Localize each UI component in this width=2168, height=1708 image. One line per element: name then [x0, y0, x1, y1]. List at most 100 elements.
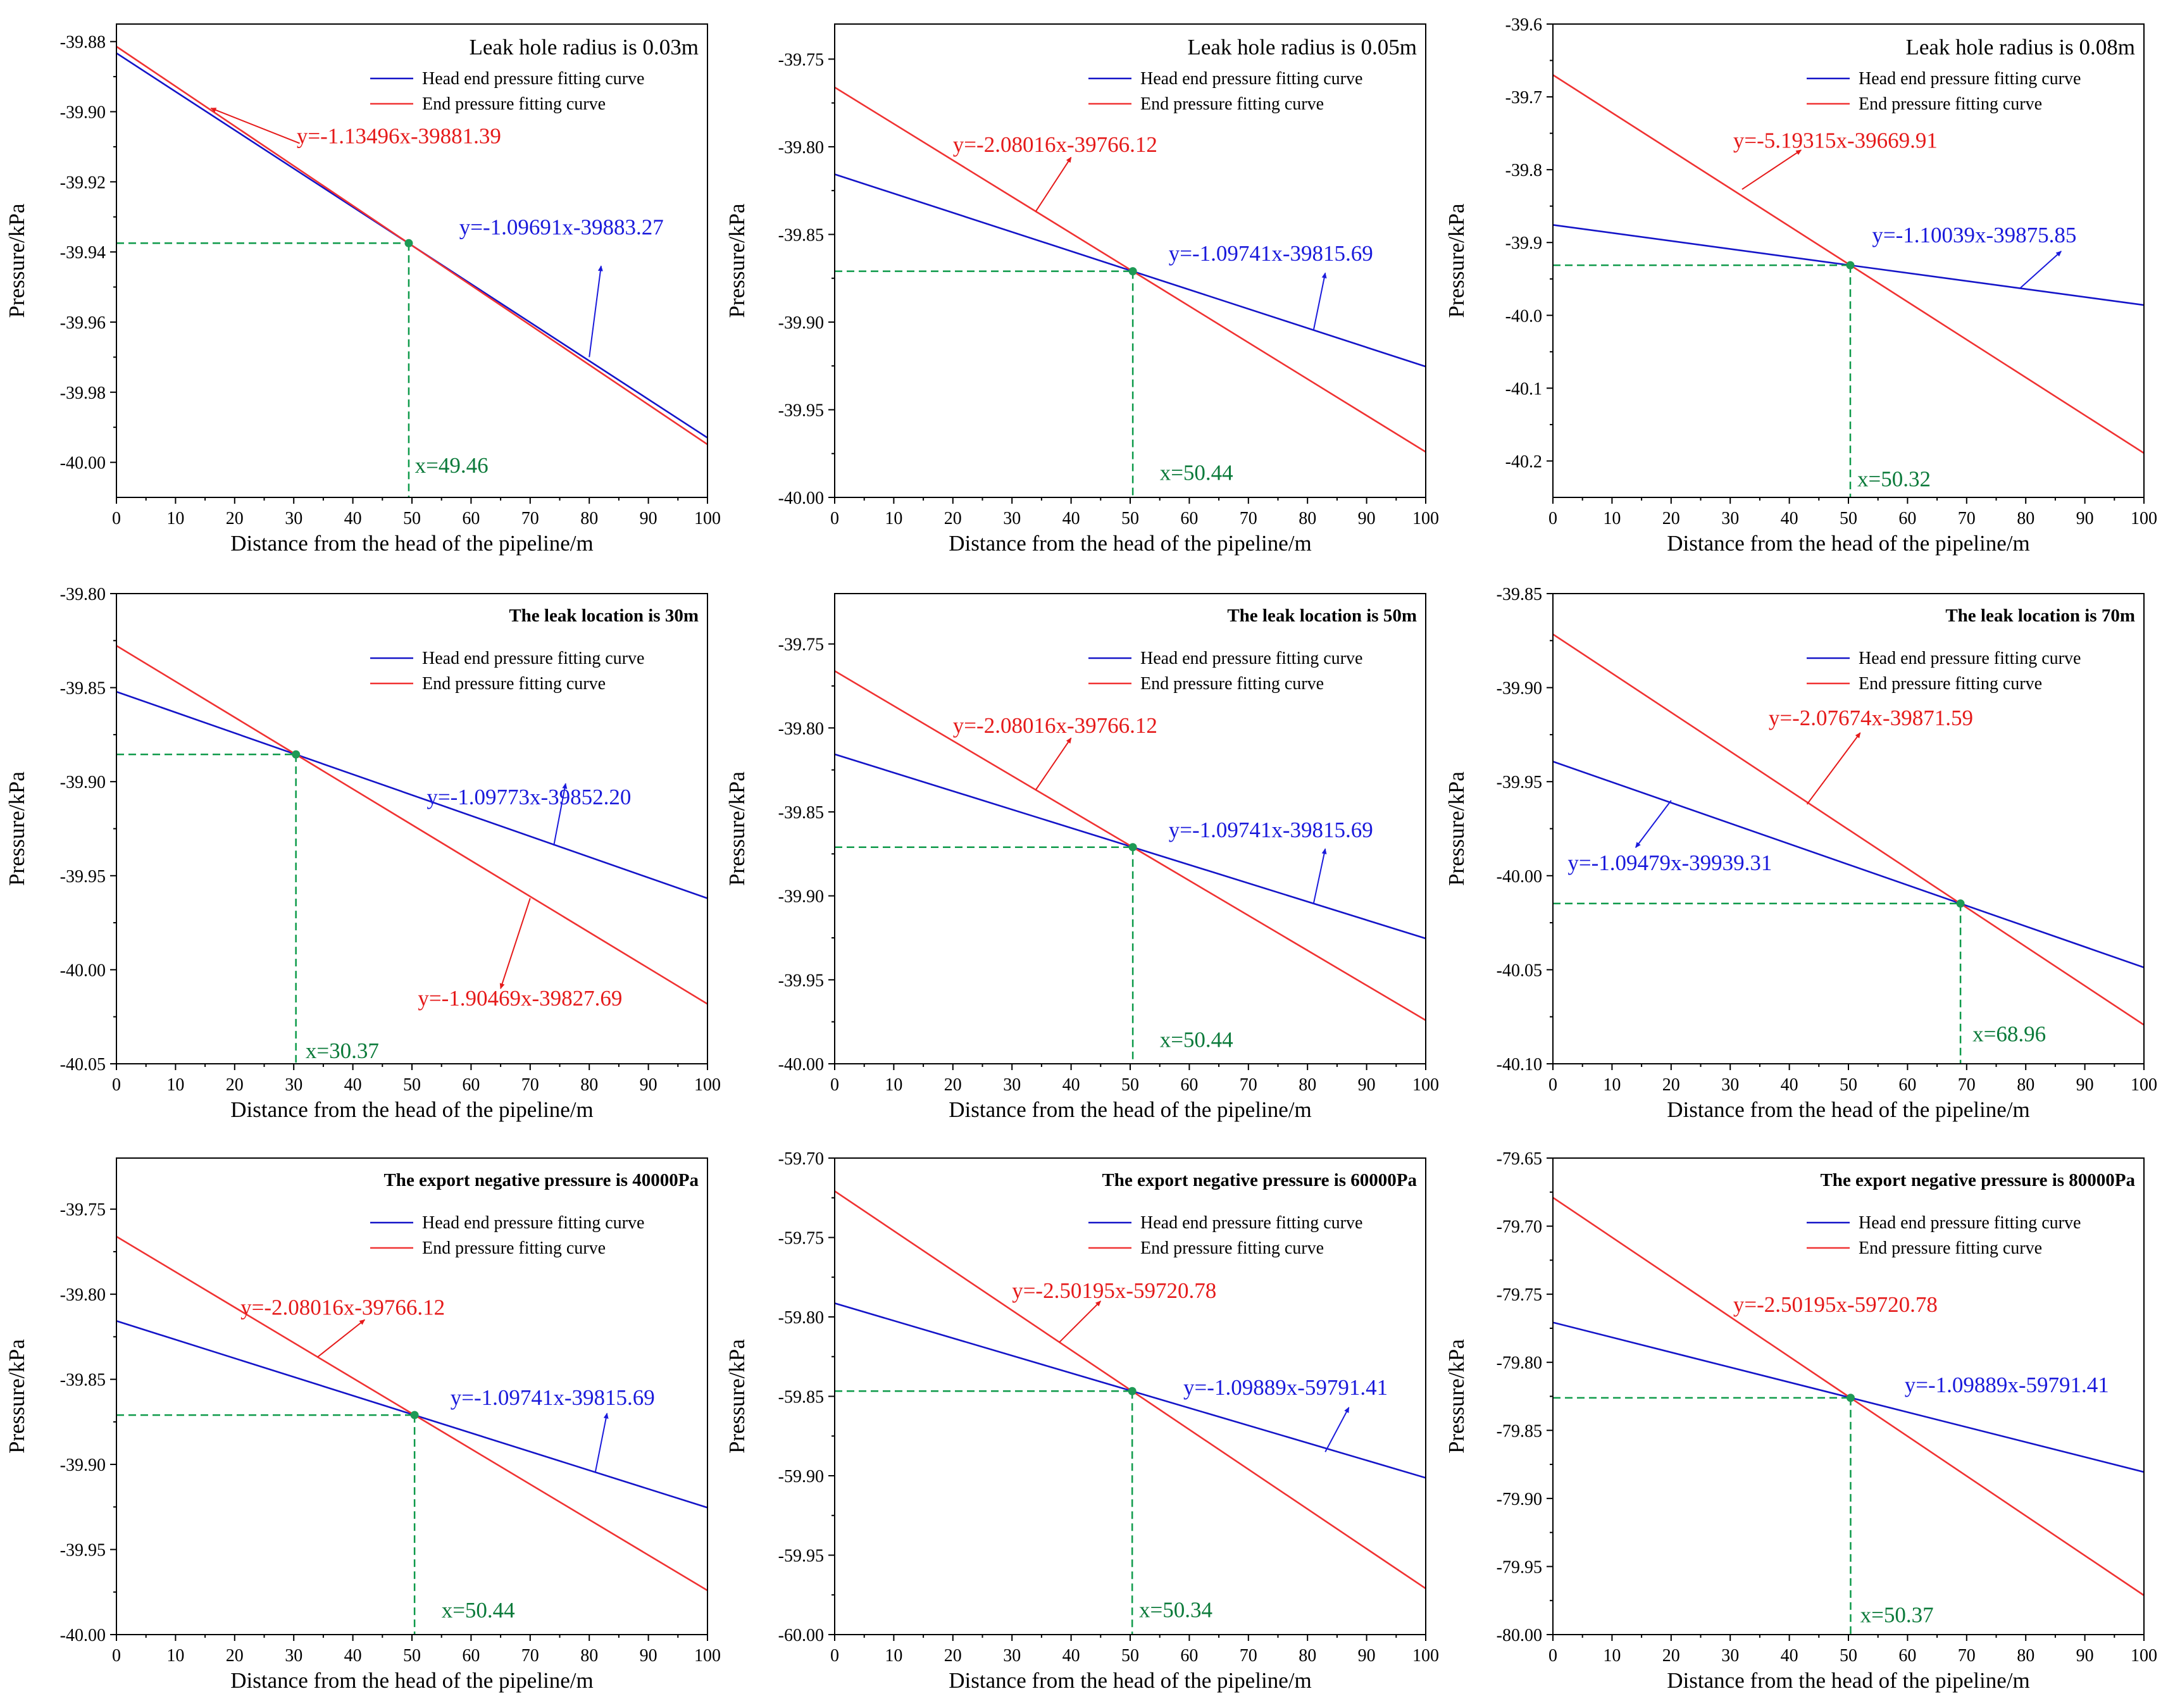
chart-panel-3: 0 10 20 30 40 50 60 70 80 90 100 -40.2 -40.1 -40.0 -39… [1440, 0, 2162, 566]
end-equation-label: y=-2.50195x-59720.78 [1733, 1292, 1938, 1317]
head-equation-arrow [594, 1412, 609, 1473]
x-tick-label: 60 [1180, 1646, 1198, 1666]
end-equation-arrow [1741, 149, 1802, 190]
x-tick-label: 50 [403, 1075, 421, 1095]
y-tick-label: -79.85 [1497, 1421, 1542, 1441]
end-equation-arrow [1035, 737, 1072, 791]
y-tick-label: -39.85 [60, 1371, 106, 1390]
x-tick-label: 10 [166, 1075, 184, 1095]
y-axis-label: Pressure/kPa [4, 1339, 29, 1454]
head-equation-label: y=-1.09691x-39883.27 [459, 215, 664, 239]
x-tick-label: 50 [1840, 509, 1857, 528]
head-equation-label: y=-1.09741x-39815.69 [451, 1385, 655, 1410]
y-tick-label: -39.7 [1505, 88, 1542, 108]
end-equation-arrow [1806, 732, 1861, 805]
y-axis-label: Pressure/kPa [725, 771, 749, 886]
chart-panel-7: 0 10 20 30 40 50 60 70 80 90 100 -40.00 -39.95 -39.90… [0, 1133, 723, 1699]
y-tick-label: -40.2 [1505, 452, 1542, 471]
x-tick-label: 50 [403, 1646, 421, 1666]
y-tick-label: -40.00 [60, 1626, 106, 1645]
end-equation-label: y=-2.08016x-39766.12 [240, 1295, 445, 1319]
x-tick-label: 0 [1548, 509, 1557, 528]
x-axis-label: Distance from the head of the pipeline/m [949, 1097, 1311, 1122]
y-tick-label: -39.95 [60, 1541, 106, 1561]
legend-label-head: Head end pressure fitting curve [1859, 649, 2081, 668]
x-axis-label: Distance from the head of the pipeline/m [1667, 1668, 2029, 1693]
x-tick-label: 90 [1358, 1646, 1376, 1666]
head-equation-arrow [2019, 251, 2062, 289]
chart-svg-7: 0 10 20 30 40 50 60 70 80 90 100 -40.00 -39.95 -39.90… [4, 1157, 721, 1693]
head-equation-label: y=-1.09479x-39939.31 [1567, 851, 1772, 875]
y-tick-label: -39.85 [778, 225, 824, 245]
legend-label-end: End pressure fitting curve [1140, 94, 1324, 114]
x-tick-label: 0 [830, 1075, 839, 1095]
y-axis-label: Pressure/kPa [725, 1339, 749, 1454]
x-tick-label: 20 [226, 1075, 244, 1095]
head-equation-label: y=-1.10039x-39875.85 [1872, 223, 2076, 247]
y-tick-label: -59.85 [778, 1388, 824, 1407]
chart-title: The export negative pressure is 80000Pa [1820, 1170, 2135, 1190]
y-tick-label: -39.90 [60, 773, 106, 792]
x-tick-label: 90 [640, 509, 657, 528]
x-tick-label: 40 [344, 1646, 362, 1666]
y-tick-label: -39.75 [60, 1200, 106, 1220]
y-tick-label: -40.05 [60, 1055, 106, 1075]
chart-title: The export negative pressure is 60000Pa [1102, 1170, 1417, 1190]
end-equation-arrow [499, 898, 531, 990]
x-tick-label: 0 [112, 1646, 121, 1666]
chart-svg-2: 0 10 20 30 40 50 60 70 80 90 100 -40.00 -39.95 -39.90… [725, 23, 1439, 556]
x-tick-label: 30 [1721, 1646, 1739, 1666]
x-axis-label: Distance from the head of the pipeline/m [230, 1668, 593, 1693]
y-tick-label: -79.80 [1497, 1354, 1542, 1373]
chart-panel-5: 0 10 20 30 40 50 60 70 80 90 100 -40.00 -39.95 -39.90… [720, 567, 1443, 1133]
chart-title: The export negative pressure is 40000Pa [383, 1170, 699, 1190]
chart-title: The leak location is 50m [1227, 606, 1417, 626]
legend-label-end: End pressure fitting curve [1859, 674, 2042, 694]
x-tick-label: 90 [1358, 509, 1376, 528]
end-equation-arrow [210, 108, 300, 144]
x-tick-label: 80 [2017, 509, 2034, 528]
x-tick-label: 80 [1299, 1075, 1316, 1095]
intersection-x-label: x=50.44 [1160, 1027, 1233, 1052]
chart-panel-8: 0 10 20 30 40 50 60 70 80 90 100 -60.00 -59.95 -59.90… [720, 1133, 1443, 1699]
x-tick-label: 40 [344, 509, 362, 528]
x-tick-label: 60 [1180, 509, 1198, 528]
x-tick-label: 50 [1121, 1646, 1139, 1666]
end-equation-label: y=-5.19315x-39669.91 [1733, 128, 1938, 153]
x-axis-label: Distance from the head of the pipeline/m [949, 1668, 1311, 1693]
x-tick-label: 80 [1299, 509, 1316, 528]
x-tick-label: 70 [1958, 1075, 1976, 1095]
x-tick-label: 40 [1062, 1075, 1080, 1095]
chart-svg-8: 0 10 20 30 40 50 60 70 80 90 100 -60.00 -59.95 -59.90… [725, 1149, 1439, 1693]
y-tick-label: -79.75 [1497, 1285, 1542, 1305]
x-tick-label: 70 [521, 1075, 539, 1095]
intersection-point [1128, 843, 1137, 852]
intersection-x-label: x=50.44 [442, 1598, 515, 1623]
x-tick-label: 70 [521, 509, 539, 528]
head-equation-label: y=-1.09889x-59791.41 [1183, 1375, 1388, 1400]
chart-svg-1: 0 10 20 30 40 50 60 70 80 90 100 -40.00 -39.98 -39.96… [4, 23, 721, 556]
x-tick-label: 60 [1898, 1075, 1916, 1095]
y-tick-label: -39.90 [60, 103, 106, 123]
x-tick-label: 40 [1781, 509, 1798, 528]
chart-svg-5: 0 10 20 30 40 50 60 70 80 90 100 -40.00 -39.95 -39.90… [725, 593, 1439, 1122]
x-tick-label: 100 [694, 509, 721, 528]
x-tick-label: 80 [580, 1075, 598, 1095]
y-tick-label: -39.95 [778, 401, 824, 420]
chart-panel-9: 0 10 20 30 40 50 60 70 80 90 100 -80.00 -79.95 -79.90… [1440, 1133, 2162, 1699]
end-equation-label: y=-2.07674x-39871.59 [1769, 706, 1973, 730]
x-tick-label: 50 [1840, 1646, 1857, 1666]
x-tick-label: 20 [944, 1075, 962, 1095]
y-tick-label: -39.9 [1505, 234, 1542, 253]
x-tick-label: 60 [1898, 509, 1916, 528]
x-tick-label: 20 [944, 509, 962, 528]
intersection-point [292, 750, 301, 759]
x-tick-label: 80 [1299, 1646, 1316, 1666]
x-tick-label: 30 [285, 1646, 302, 1666]
y-tick-label: -39.80 [60, 585, 106, 604]
x-tick-label: 70 [1240, 1075, 1257, 1095]
y-axis-label: Pressure/kPa [1444, 1339, 1469, 1454]
x-tick-label: 100 [1412, 1646, 1439, 1666]
x-tick-label: 80 [580, 1646, 598, 1666]
x-tick-label: 0 [112, 509, 121, 528]
